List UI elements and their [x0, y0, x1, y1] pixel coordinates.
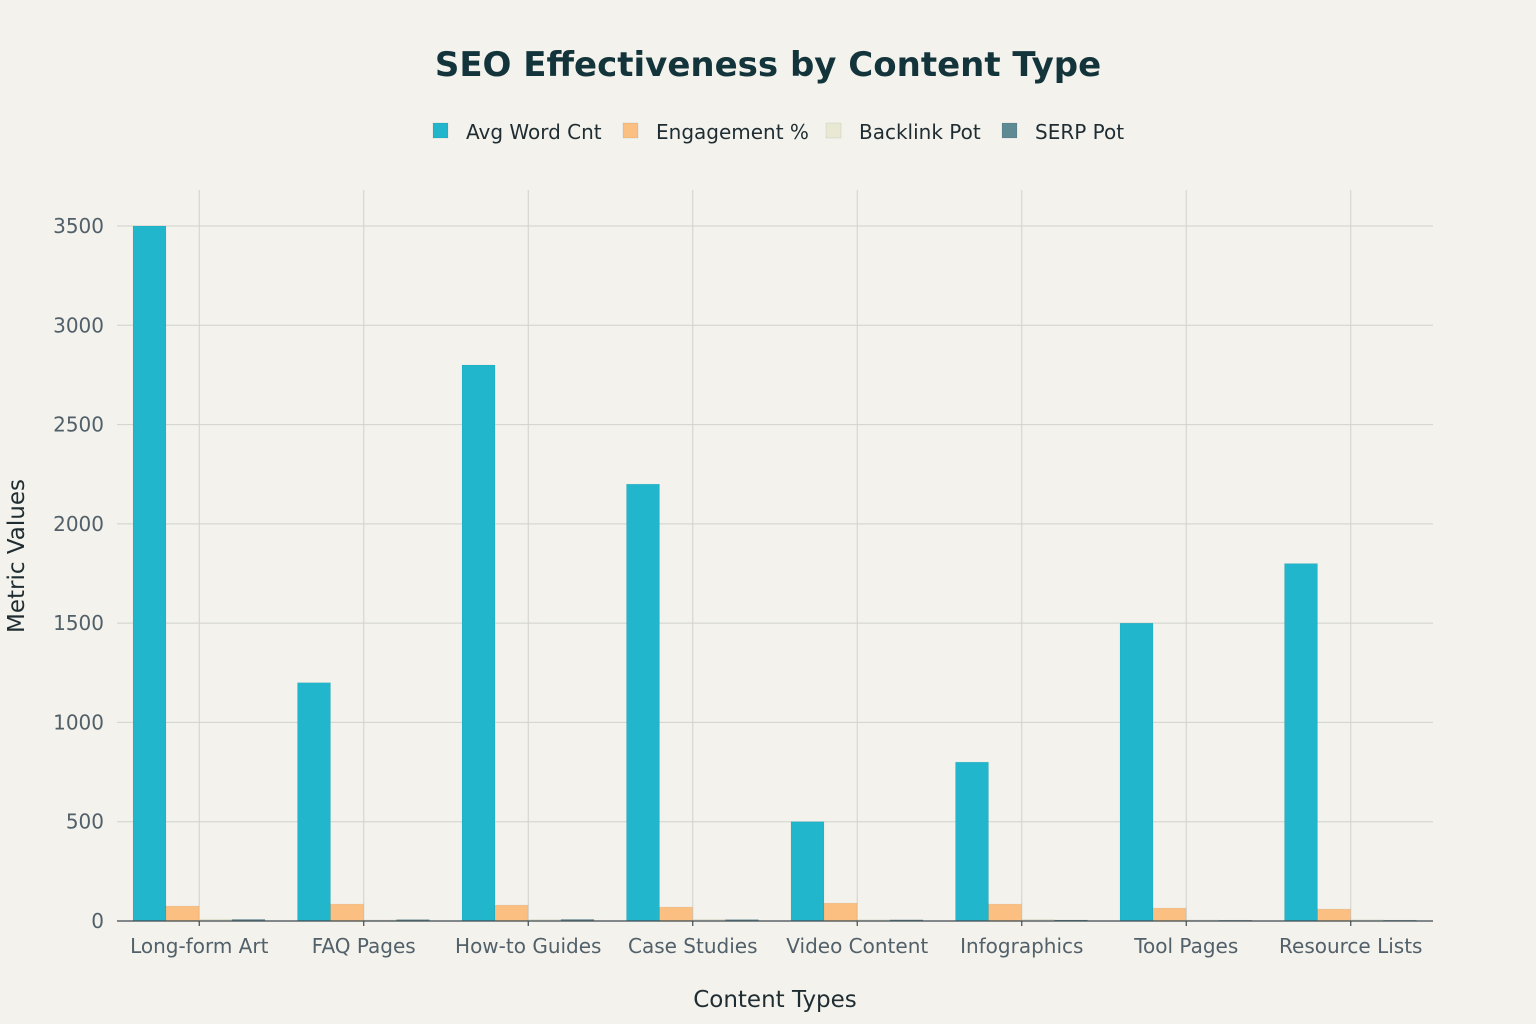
legend-swatch [825, 122, 842, 139]
bar [297, 682, 331, 922]
x-tick-label: How-to Guides [455, 934, 601, 958]
y-tick-label: 500 [66, 810, 104, 834]
legend-swatch [622, 122, 639, 139]
bar [1119, 622, 1154, 922]
y-tick-label: 0 [91, 909, 104, 933]
y-tick-label: 1500 [53, 611, 104, 635]
x-tick-label: Video Content [786, 934, 928, 958]
bar [132, 225, 167, 922]
x-axis-title: Content Types [693, 987, 857, 1013]
y-axis-title: Metric Values [4, 479, 30, 633]
x-tick-label: Long-form Art [130, 934, 269, 958]
legend: Avg Word Cnt Engagement % Backlink Pot SERP… [432, 120, 1124, 144]
y-tick-label: 3000 [53, 313, 104, 337]
x-tick-label: Infographics [960, 934, 1083, 958]
legend-label: Backlink Pot [859, 120, 981, 144]
bar [659, 906, 693, 922]
bar [626, 483, 660, 922]
chart-title: SEO Effectiveness by Content Type [435, 45, 1101, 85]
legend-label: Avg Word Cnt [466, 120, 602, 144]
bar [494, 904, 529, 922]
bar [1284, 563, 1318, 922]
y-axis-ticks: 0 500 1000 1500 2000 2500 3000 3500 [53, 214, 104, 933]
gridlines [117, 190, 1433, 921]
bar [823, 902, 858, 922]
bars [132, 225, 1417, 922]
x-tick-label: Case Studies [628, 934, 758, 958]
bar [1152, 907, 1187, 922]
legend-label: Engagement % [656, 120, 809, 144]
x-tick-label: FAQ Pages [312, 934, 416, 958]
bar [1317, 908, 1351, 922]
bar [790, 821, 825, 922]
legend-label: SERP Pot [1035, 120, 1124, 144]
y-tick-label: 3500 [53, 214, 104, 238]
x-tick-label: Resource Lists [1279, 934, 1422, 958]
bar [330, 903, 364, 922]
bar [955, 761, 989, 922]
bar [165, 905, 200, 922]
bar [988, 903, 1022, 922]
legend-swatch [1001, 122, 1018, 139]
bar [461, 364, 496, 922]
y-tick-label: 1000 [53, 710, 104, 734]
y-tick-label: 2000 [53, 512, 104, 536]
y-tick-label: 2500 [53, 413, 104, 437]
x-tick-label: Tool Pages [1133, 934, 1238, 958]
x-axis-ticks: Long-form Art FAQ Pages How-to Guides Case … [130, 921, 1422, 958]
legend-swatch [432, 122, 449, 139]
